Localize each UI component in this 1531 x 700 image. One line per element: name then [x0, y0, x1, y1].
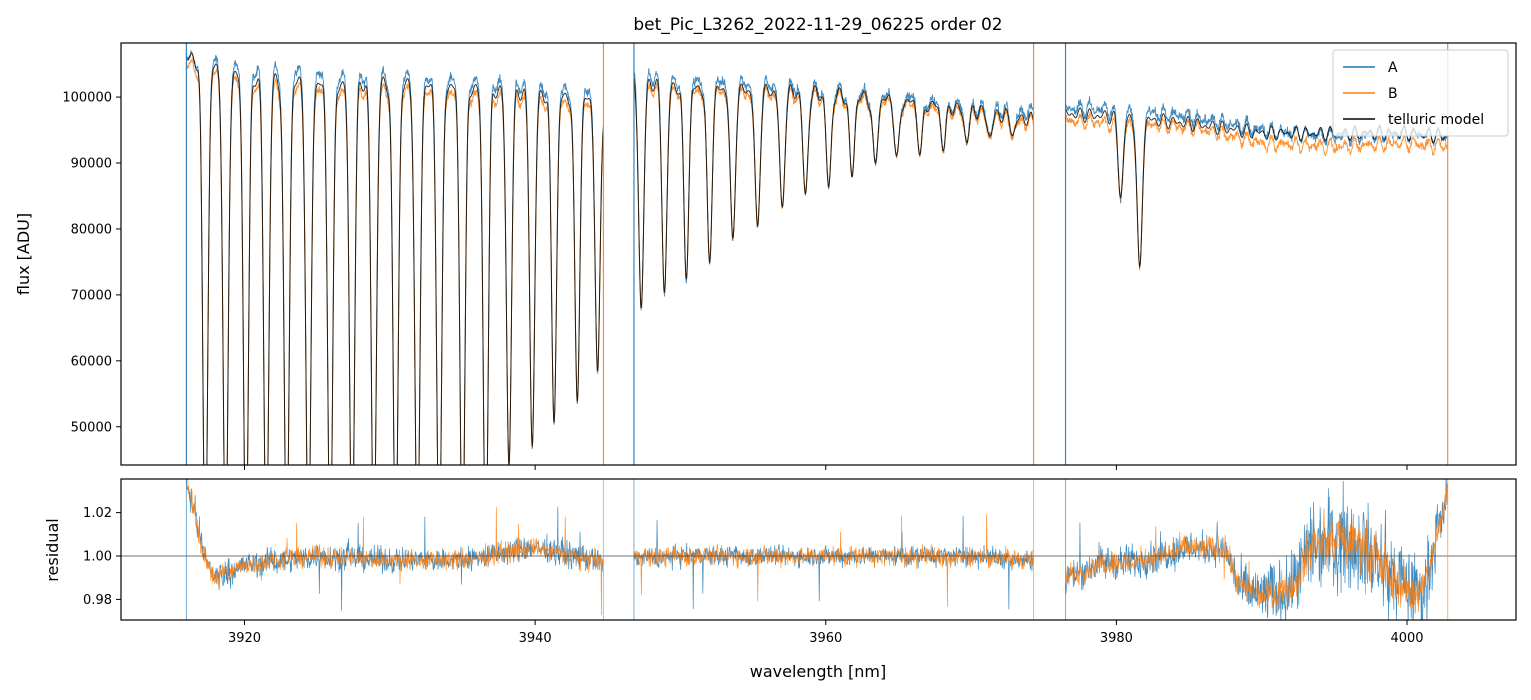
residual-x-tick-label: 3920: [228, 631, 261, 646]
legend-label-b: B: [1388, 86, 1398, 102]
flux-y-tick-label: 50000: [71, 420, 112, 435]
flux-panel-frame: [120, 42, 1517, 466]
flux-y-tick-label: 90000: [71, 157, 112, 172]
flux-y-tick-label: 70000: [71, 288, 112, 303]
telluric-model-line: [185, 52, 1448, 465]
flux-y-tick-label: 100000: [62, 91, 112, 106]
flux-y-tick-label: 60000: [71, 354, 112, 369]
x-axis-label: wavelength [nm]: [750, 662, 887, 681]
flux-y-tick-label: 80000: [71, 222, 112, 237]
residual-a-line: [186, 479, 1448, 620]
chart-title: bet_Pic_L3262_2022-11-29_06225 order 02: [633, 15, 1002, 35]
residual-y-axis-label: residual: [43, 518, 62, 581]
residual-x-tick-label: 3980: [1100, 631, 1133, 646]
series-a-line: [185, 50, 1448, 465]
residual-b-line: [186, 479, 1448, 616]
flux-panel: 50000 60000 70000 80000 90000 100000 flux [AD…: [14, 42, 1517, 470]
residual-y-tick-label: 1.00: [83, 550, 112, 565]
legend-label-telluric: telluric model: [1388, 112, 1484, 128]
residual-panel-frame: [120, 478, 1517, 621]
flux-y-axis-label: flux [ADU]: [14, 213, 33, 295]
residual-x-tick-label: 3940: [519, 631, 552, 646]
legend-label-a: A: [1388, 60, 1398, 76]
residual-panel: 0.98 1.00 1.02 3920 3940 3960 3980 4000 residu…: [43, 478, 1517, 681]
residual-y-tick-label: 0.98: [83, 593, 112, 608]
residual-x-tick-label: 3960: [809, 631, 842, 646]
legend-box: [1332, 49, 1509, 137]
residual-x-tick-label: 4000: [1390, 631, 1423, 646]
legend: A B telluric model: [1332, 49, 1509, 137]
residual-y-tick-label: 1.02: [83, 506, 112, 521]
